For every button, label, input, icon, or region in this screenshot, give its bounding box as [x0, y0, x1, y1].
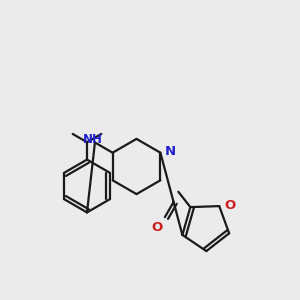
Text: O: O: [225, 199, 236, 212]
Text: N: N: [164, 145, 175, 158]
Text: O: O: [151, 221, 163, 234]
Text: NH: NH: [82, 133, 102, 146]
